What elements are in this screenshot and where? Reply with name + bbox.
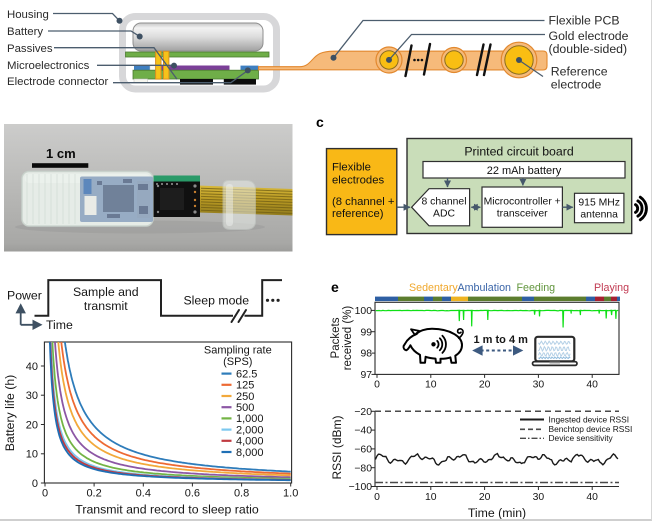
svg-text:100: 100 [355, 306, 373, 317]
svg-text:−80: −80 [354, 463, 372, 474]
svg-text:Passives: Passives [7, 43, 53, 55]
svg-text:0: 0 [42, 488, 48, 500]
svg-text:Battery life (h): Battery life (h) [3, 375, 17, 452]
svg-text:2,000: 2,000 [236, 424, 264, 436]
svg-text:125: 125 [236, 380, 254, 392]
svg-text:10: 10 [425, 492, 437, 503]
svg-text:Transmit and record to sleep r: Transmit and record to sleep ratio [75, 503, 259, 517]
svg-text:reference): reference) [332, 208, 384, 220]
svg-text:Time: Time [46, 318, 73, 332]
svg-text:20: 20 [479, 492, 491, 503]
svg-text:0: 0 [374, 379, 380, 390]
svg-text:98: 98 [360, 349, 372, 360]
svg-text:40: 40 [586, 379, 598, 390]
svg-text:1.0: 1.0 [283, 488, 298, 500]
svg-text:Device sensitivity: Device sensitivity [549, 433, 614, 443]
svg-text:10: 10 [26, 449, 38, 461]
svg-text:0.2: 0.2 [86, 488, 101, 500]
svg-text:Ambulation: Ambulation [458, 282, 512, 294]
svg-text:500: 500 [236, 402, 254, 414]
svg-text:Sampling rate: Sampling rate [204, 345, 272, 357]
svg-text:1 cm: 1 cm [46, 146, 76, 161]
svg-text:1 m to 4 m: 1 m to 4 m [474, 334, 529, 346]
svg-text:20: 20 [26, 419, 38, 431]
svg-text:Microcontroller +: Microcontroller + [484, 196, 561, 207]
svg-text:Power: Power [7, 288, 42, 302]
svg-text:0.6: 0.6 [185, 488, 200, 500]
svg-text:electrode: electrode [551, 77, 602, 91]
svg-text:e: e [331, 279, 339, 295]
svg-text:Benchtop device RSSI: Benchtop device RSSI [549, 424, 633, 434]
svg-text:4,000: 4,000 [236, 436, 264, 448]
svg-text:Time (min): Time (min) [468, 506, 526, 520]
svg-text:97: 97 [360, 370, 372, 381]
svg-text:8 channel: 8 channel [421, 196, 466, 207]
svg-text:ADC: ADC [433, 209, 455, 220]
svg-text:30: 30 [533, 492, 545, 503]
svg-text:Microelectronics: Microelectronics [7, 60, 90, 72]
svg-text:99: 99 [360, 327, 372, 338]
svg-text:62.5: 62.5 [236, 368, 257, 380]
svg-text:915 MHz: 915 MHz [578, 197, 620, 208]
svg-text:−60: −60 [354, 445, 372, 456]
svg-text:20: 20 [479, 379, 491, 390]
svg-text:(8 channel +: (8 channel + [332, 196, 395, 208]
svg-text:0.4: 0.4 [136, 488, 151, 500]
svg-text:−40: −40 [354, 426, 372, 437]
svg-text:Battery: Battery [7, 26, 43, 38]
svg-text:Housing: Housing [7, 9, 49, 21]
svg-text:Feeding: Feeding [517, 282, 556, 294]
svg-text:30: 30 [26, 390, 38, 402]
svg-text:−100: −100 [349, 482, 373, 493]
svg-text:transmit: transmit [84, 299, 128, 313]
svg-text:40: 40 [26, 361, 38, 373]
svg-text:0: 0 [32, 478, 38, 490]
svg-text:(double-sided): (double-sided) [549, 42, 628, 56]
svg-text:0: 0 [374, 492, 380, 503]
svg-text:c: c [316, 114, 324, 130]
svg-text:Packets: Packets [330, 317, 342, 358]
svg-text:30: 30 [533, 379, 545, 390]
svg-text:Sample and: Sample and [73, 285, 139, 299]
svg-text:40: 40 [586, 492, 598, 503]
svg-text:transceiver: transceiver [497, 209, 548, 220]
svg-text:0.8: 0.8 [234, 488, 249, 500]
svg-text:(SPS): (SPS) [223, 356, 252, 368]
svg-text:electrodes: electrodes [332, 175, 384, 187]
svg-text:Reference: Reference [551, 64, 608, 78]
svg-text:Flexible: Flexible [332, 162, 371, 174]
svg-text:received (%): received (%) [342, 306, 354, 371]
svg-text:antenna: antenna [580, 210, 618, 221]
svg-text:Electrode connector: Electrode connector [7, 76, 109, 88]
svg-text:10: 10 [425, 379, 437, 390]
svg-text:Gold electrode: Gold electrode [549, 29, 629, 43]
svg-text:22 mAh battery: 22 mAh battery [487, 165, 562, 177]
svg-text:1,000: 1,000 [236, 413, 264, 425]
svg-text:Sleep mode: Sleep mode [183, 294, 249, 308]
svg-text:−20: −20 [354, 407, 372, 418]
svg-text:8,000: 8,000 [236, 447, 264, 459]
svg-text:Ingested device RSSI: Ingested device RSSI [549, 414, 630, 424]
svg-text:250: 250 [236, 391, 254, 403]
svg-text:Sedentary: Sedentary [409, 282, 458, 294]
svg-text:Printed circuit board: Printed circuit board [464, 145, 574, 159]
svg-text:Playing: Playing [594, 282, 629, 294]
svg-text:RSSI (dBm): RSSI (dBm) [330, 415, 344, 479]
svg-text:Flexible PCB: Flexible PCB [549, 14, 620, 28]
